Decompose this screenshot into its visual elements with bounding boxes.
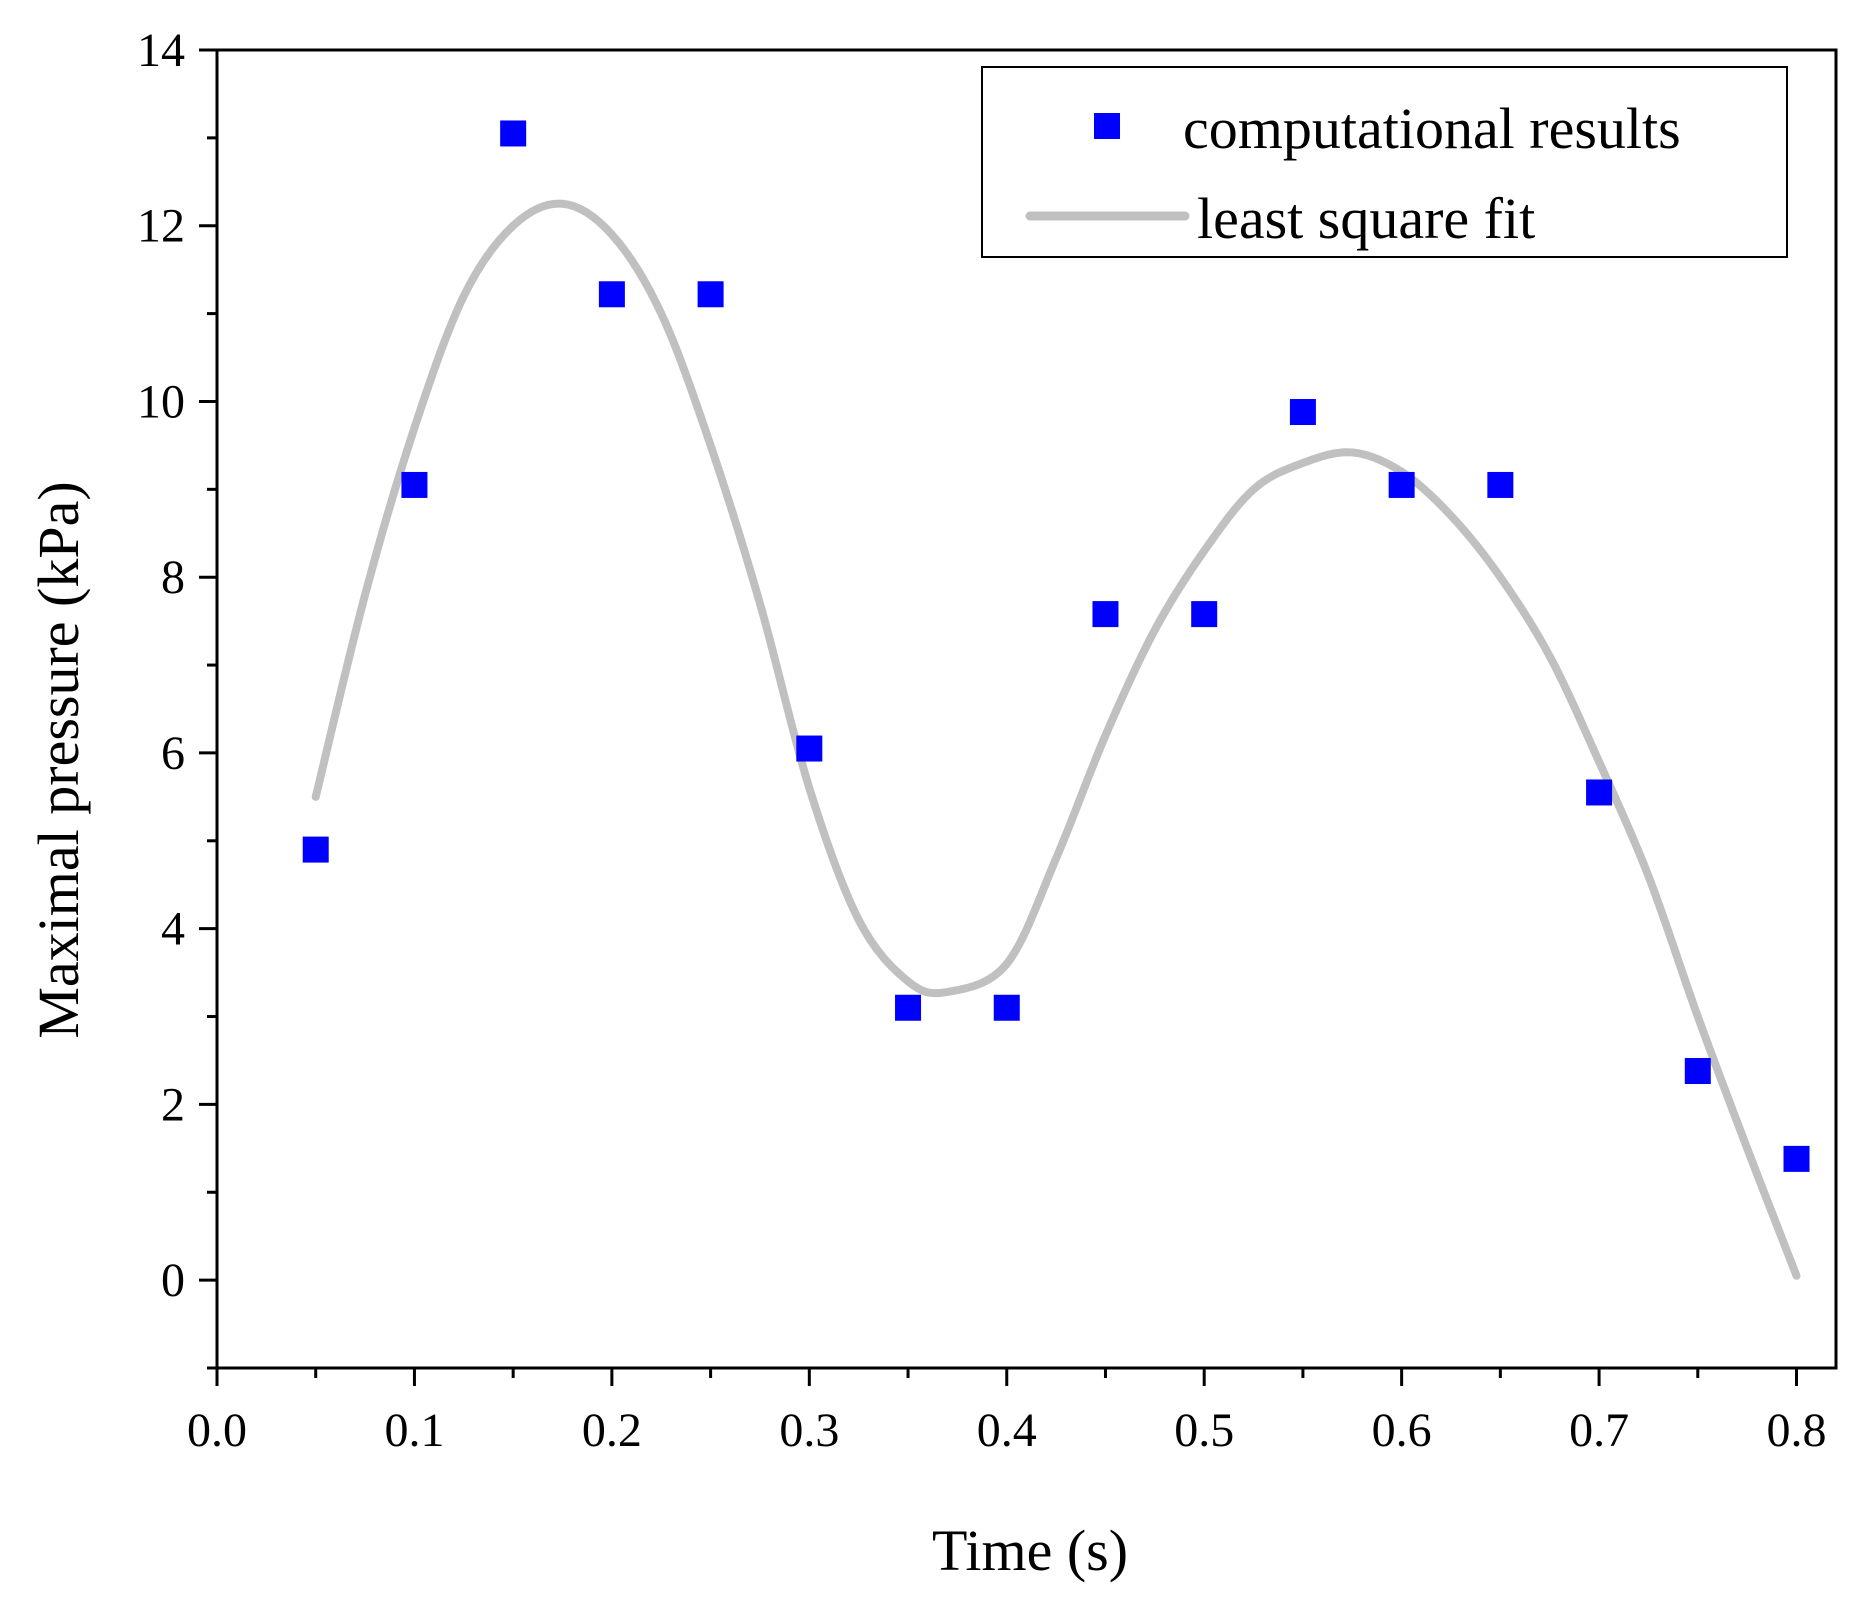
data-point	[1388, 471, 1415, 498]
data-point	[697, 281, 724, 308]
x-tick-label: 0.7	[1569, 1404, 1629, 1457]
axes-ticks: 0.0 0.1 0.2 0.3 0.4 0.5 0.6 0.7 0.8 0 2 4 6 8 10 12 14	[137, 24, 1827, 1457]
data-point	[1783, 1145, 1810, 1172]
data-point	[1586, 779, 1613, 806]
x-tick-label: 0.3	[779, 1404, 839, 1457]
data-point	[401, 471, 428, 498]
x-tick-label: 0.8	[1767, 1404, 1827, 1457]
x-tick-label: 0.1	[384, 1404, 444, 1457]
x-tick-label: 0.0	[187, 1404, 247, 1457]
data-point	[1487, 471, 1514, 498]
data-point	[302, 836, 329, 863]
data-points-layer	[302, 120, 1810, 1172]
plot-area-frame	[215, 48, 1838, 1370]
x-tick-label: 0.2	[582, 1404, 642, 1457]
data-point	[1289, 399, 1316, 426]
y-tick-label: 12	[137, 200, 185, 253]
y-tick-label: 0	[161, 1254, 185, 1307]
legend-box	[981, 66, 1788, 258]
x-axis-title: Time (s)	[932, 1518, 1128, 1583]
x-tick-label: 0.4	[977, 1404, 1037, 1457]
y-tick-label: 6	[161, 727, 185, 780]
data-point	[993, 994, 1020, 1021]
legend-label-least-square-fit: least square fit	[1197, 186, 1535, 251]
legend-label-computational-results: computational results	[1183, 96, 1681, 161]
y-tick-label: 10	[137, 375, 185, 428]
data-point	[796, 735, 823, 762]
legend: computational results least square fit	[981, 66, 1788, 258]
data-point	[598, 281, 625, 308]
y-tick-label: 8	[161, 551, 185, 604]
y-tick-label: 4	[161, 903, 185, 956]
least-square-fit-line	[311, 199, 1801, 1280]
fit-line-layer	[311, 199, 1801, 1280]
legend-marker-computational-results	[1094, 113, 1120, 139]
y-axis-title: Maximal pressure (kPa)	[26, 481, 91, 1038]
y-tick-label: 14	[137, 24, 185, 77]
y-tick-label: 2	[161, 1078, 185, 1131]
data-point	[500, 120, 527, 147]
data-point	[895, 994, 922, 1021]
data-point	[1684, 1058, 1711, 1085]
x-tick-label: 0.5	[1174, 1404, 1234, 1457]
x-tick-label: 0.6	[1372, 1404, 1432, 1457]
data-point	[1092, 601, 1119, 628]
data-point	[1191, 601, 1218, 628]
